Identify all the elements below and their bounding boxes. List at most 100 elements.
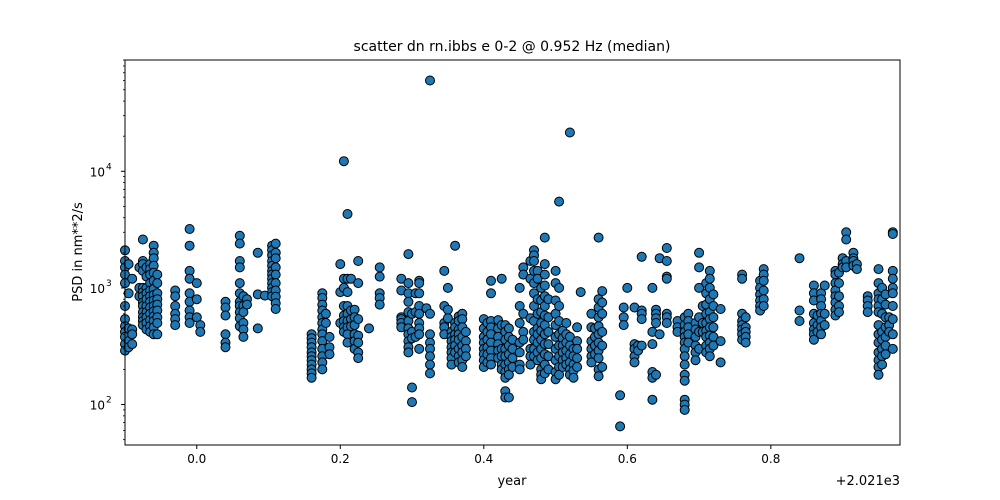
data-point bbox=[568, 372, 579, 383]
data-point bbox=[679, 351, 690, 362]
data-point bbox=[572, 343, 583, 354]
data-point bbox=[252, 247, 263, 258]
data-point bbox=[758, 301, 769, 311]
data-point bbox=[270, 269, 281, 280]
data-point bbox=[679, 375, 690, 386]
data-point bbox=[353, 353, 364, 364]
data-point bbox=[543, 326, 554, 337]
data-point bbox=[503, 392, 514, 403]
data-point bbox=[184, 224, 195, 234]
data-point bbox=[819, 320, 830, 331]
data-point bbox=[170, 291, 181, 302]
data-point bbox=[123, 259, 134, 270]
data-point bbox=[270, 238, 281, 249]
data-point bbox=[740, 312, 751, 323]
data-point bbox=[615, 390, 626, 401]
y-tick-label: 10 bbox=[90, 282, 105, 296]
x-axis-offset: +2.021e3 bbox=[836, 474, 900, 489]
data-point bbox=[460, 351, 471, 362]
data-point bbox=[486, 359, 496, 370]
data-point bbox=[127, 273, 138, 284]
data-point bbox=[694, 282, 705, 293]
data-point bbox=[887, 343, 898, 354]
data-point bbox=[403, 296, 414, 307]
data-point bbox=[525, 359, 536, 370]
data-point bbox=[374, 299, 385, 310]
data-point bbox=[127, 329, 138, 340]
chart-title: scatter dn rn.ibbs e 0-2 @ 0.952 Hz (med… bbox=[354, 39, 671, 55]
data-point bbox=[636, 314, 647, 325]
data-point bbox=[877, 359, 888, 370]
data-point bbox=[403, 347, 414, 358]
x-axis-label: year bbox=[497, 474, 527, 489]
data-point bbox=[758, 275, 769, 286]
data-point bbox=[572, 322, 583, 333]
data-point bbox=[708, 289, 719, 300]
data-point bbox=[364, 323, 374, 334]
data-point bbox=[834, 278, 844, 289]
data-point bbox=[353, 256, 364, 266]
data-point bbox=[338, 156, 349, 167]
data-point bbox=[320, 308, 331, 319]
data-point bbox=[407, 397, 417, 408]
data-point bbox=[539, 259, 550, 270]
data-point bbox=[518, 308, 529, 319]
data-point bbox=[342, 209, 353, 219]
data-point bbox=[887, 273, 898, 284]
data-point bbox=[597, 326, 608, 337]
y-tick-exponent: 4 bbox=[106, 162, 112, 172]
data-point bbox=[550, 265, 561, 276]
data-point bbox=[561, 318, 572, 328]
data-point bbox=[887, 288, 898, 299]
data-point bbox=[414, 288, 425, 299]
data-point bbox=[661, 318, 672, 328]
data-point bbox=[593, 232, 604, 243]
y-tick-label: 10 bbox=[90, 165, 105, 179]
data-points bbox=[120, 75, 898, 432]
data-point bbox=[618, 320, 629, 331]
data-point bbox=[342, 287, 353, 298]
y-tick-label: 10 bbox=[90, 399, 105, 413]
data-point bbox=[597, 362, 608, 372]
data-point bbox=[442, 313, 453, 324]
data-point bbox=[195, 326, 206, 337]
data-point bbox=[841, 234, 852, 245]
data-point bbox=[539, 280, 550, 291]
y-tick-exponent: 3 bbox=[106, 279, 112, 289]
data-point bbox=[636, 340, 647, 351]
data-point bbox=[851, 264, 862, 275]
data-point bbox=[740, 337, 751, 348]
data-point bbox=[586, 357, 597, 368]
data-point bbox=[324, 349, 335, 360]
data-point bbox=[238, 331, 249, 342]
data-point bbox=[708, 312, 719, 323]
data-point bbox=[597, 286, 608, 297]
data-point bbox=[460, 326, 471, 337]
data-point bbox=[252, 323, 263, 334]
data-point bbox=[539, 232, 550, 243]
y-axis-label: PSD in nm**2/s bbox=[71, 202, 86, 302]
data-point bbox=[873, 369, 884, 380]
data-point bbox=[647, 394, 658, 405]
data-point bbox=[306, 372, 317, 383]
data-point bbox=[403, 249, 414, 260]
data-point bbox=[622, 282, 633, 293]
data-point bbox=[414, 278, 425, 289]
data-point bbox=[137, 234, 148, 245]
data-point bbox=[887, 229, 898, 239]
data-point bbox=[396, 273, 407, 284]
data-point bbox=[618, 302, 629, 313]
data-point bbox=[353, 314, 364, 325]
data-point bbox=[572, 353, 583, 364]
x-tick-label: 0.6 bbox=[618, 452, 637, 466]
data-point bbox=[661, 256, 672, 266]
data-point bbox=[880, 349, 891, 360]
data-point bbox=[615, 421, 626, 432]
data-point bbox=[270, 253, 281, 264]
data-point bbox=[346, 273, 356, 284]
data-point bbox=[335, 259, 346, 270]
data-point bbox=[518, 334, 529, 345]
data-point bbox=[704, 273, 715, 284]
